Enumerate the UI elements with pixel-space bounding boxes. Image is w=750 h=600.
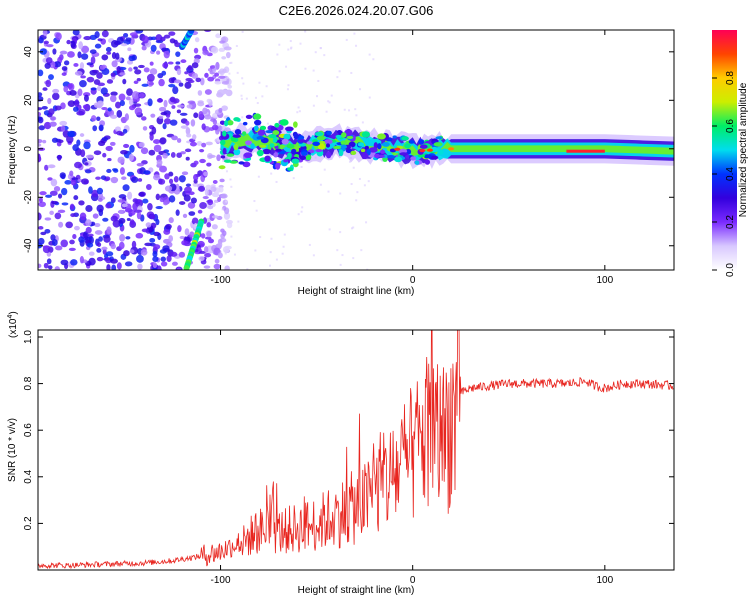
carrier-band — [218, 112, 674, 172]
chart-title: C2E6.2026.024.20.07.G06 — [279, 3, 434, 18]
snr-x-label: Height of straight line (km) — [298, 585, 415, 596]
spectrogram-y-tick-label: -40 — [23, 238, 34, 253]
svg-text:(x104): (x104) — [7, 311, 19, 338]
spectrogram-y-label: Frequency (Hz) — [7, 116, 18, 185]
spectrogram-y-tick-label: -20 — [23, 190, 34, 205]
spectrogram-y-axis: -40 -20 0 20 40 — [23, 46, 674, 253]
snr-y-label: SNR (10 * v/v) — [7, 418, 18, 482]
snr-y-tick-label: 0.6 — [23, 423, 34, 437]
colorbar-tick-label: 0.2 — [725, 215, 736, 229]
snr-y-tick-label: 0.4 — [23, 469, 34, 483]
spectrogram-y-tick-label: 40 — [23, 46, 34, 58]
snr-y-tick-label: 1.0 — [23, 330, 34, 344]
spectrogram-x-tick-label: -100 — [211, 275, 231, 286]
snr-multiplier-base: (x10 — [8, 318, 19, 338]
snr-y-tick-label: 0.2 — [23, 516, 34, 530]
colorbar-tick-label: 0.6 — [725, 119, 736, 133]
snr-x-tick-label: -100 — [211, 575, 231, 586]
snr-y-multiplier: (x104) — [7, 311, 19, 338]
snr-multiplier-exp: 4 — [7, 315, 14, 319]
colorbar-label: Normalized spectral amplitude — [738, 82, 749, 217]
spectrogram-heatmap — [38, 30, 674, 270]
diagonal-track-lower — [183, 218, 205, 270]
colorbar-tick-label: 0.0 — [725, 263, 736, 277]
colorbar: 0.0 0.2 0.4 0.6 0.8 Normalized spectral ampl… — [712, 30, 749, 277]
spectrogram-y-tick-label: 20 — [23, 94, 34, 106]
spectrogram-x-label: Height of straight line (km) — [298, 286, 415, 297]
snr-series-line — [38, 330, 674, 570]
saturated-segment — [566, 149, 605, 153]
snr-y-axis: 0.2 0.4 0.6 0.8 1.0 — [23, 330, 674, 530]
noise-field — [38, 30, 376, 270]
snr-x-tick-label: 100 — [596, 575, 613, 586]
snr-y-tick-label: 0.8 — [23, 376, 34, 390]
snr-panel: -100 0 100 0.2 0.4 0.6 0.8 1.0 Height of strai… — [7, 311, 675, 596]
colorbar-tick-label: 0.8 — [725, 71, 736, 85]
spectrogram-frame — [37, 29, 675, 271]
colorbar-ticks: 0.0 0.2 0.4 0.6 0.8 — [712, 71, 736, 277]
spectrogram-x-tick-label: 100 — [596, 275, 613, 286]
colorbar-gradient — [712, 30, 737, 270]
diagonal-track-upper — [179, 30, 195, 50]
snr-plot-area — [38, 330, 674, 570]
snr-x-tick-label: 0 — [410, 575, 416, 586]
spectrogram-x-tick-label: 0 — [410, 275, 416, 286]
snr-x-axis: -100 0 100 — [211, 330, 614, 586]
snr-frame — [37, 329, 675, 571]
spectrogram-y-tick-label: 0 — [23, 146, 34, 152]
colorbar-tick-label: 0.4 — [725, 167, 736, 181]
spectrogram-x-axis: -100 0 100 — [211, 30, 614, 286]
spectrogram-panel: -100 0 100 -40 -20 0 20 40 Height of straight … — [7, 29, 675, 297]
